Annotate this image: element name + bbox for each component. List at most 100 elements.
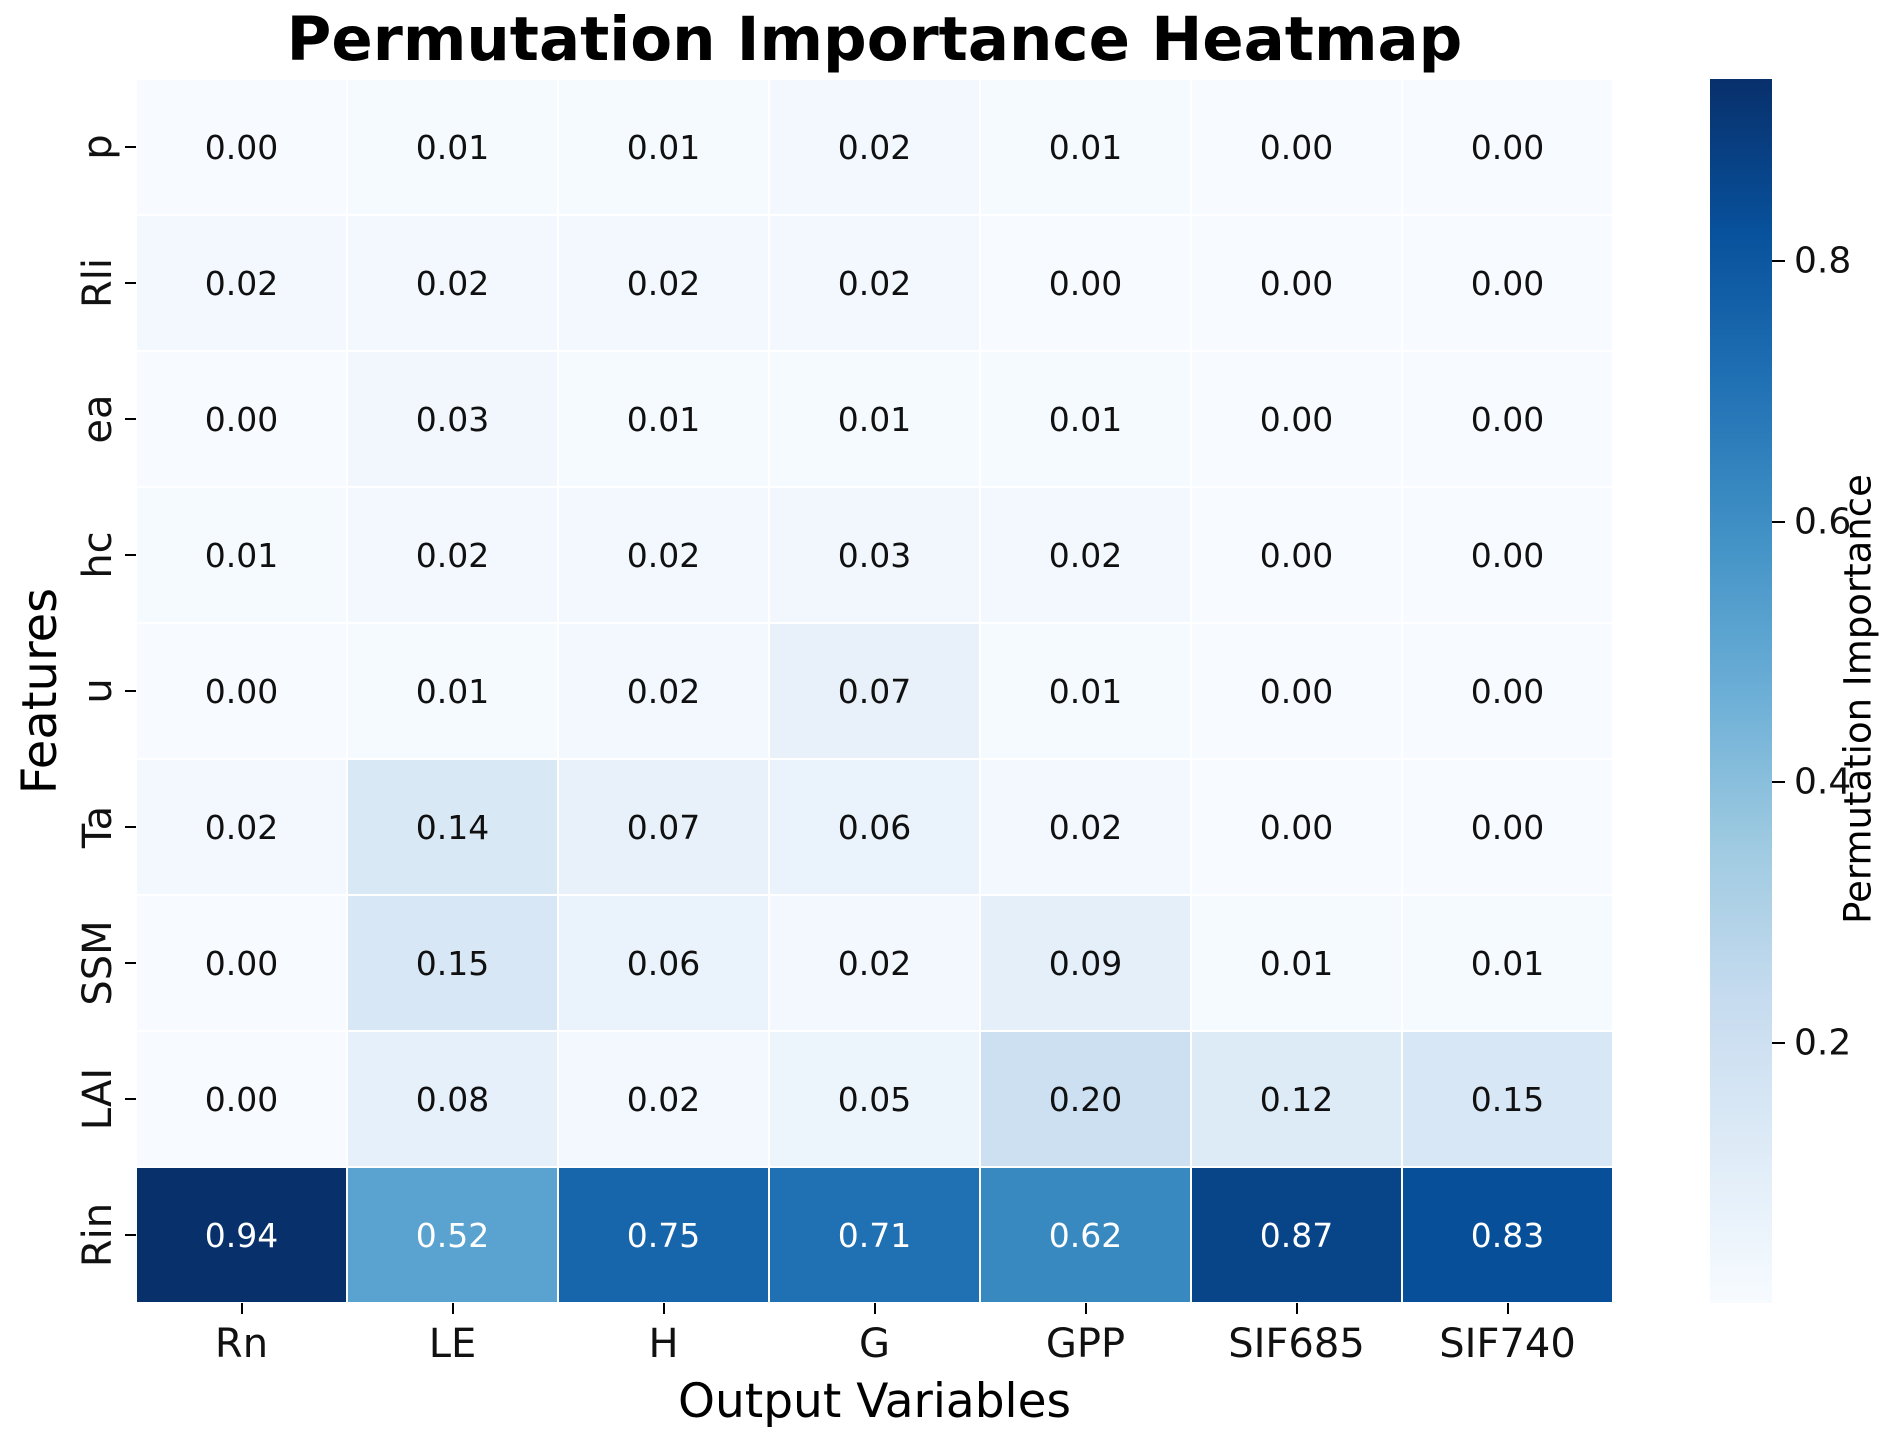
heatmap-cell: 0.02 <box>136 215 347 351</box>
heatmap-cell: 0.02 <box>769 79 980 215</box>
heatmap-cell: 0.06 <box>769 759 980 895</box>
heatmap-cell: 0.03 <box>347 351 558 487</box>
heatmap-cell: 0.00 <box>1191 623 1402 759</box>
y-tick-label: Rin <box>75 1202 121 1268</box>
y-axis-label: Features <box>12 587 68 795</box>
x-tick-mark <box>662 1303 665 1314</box>
colorbar-tick-label: 0.2 <box>1794 1022 1852 1064</box>
heatmap-cell: 0.00 <box>136 351 347 487</box>
heatmap-cell: 0.20 <box>980 1031 1191 1167</box>
heatmap-cell: 0.83 <box>1402 1167 1613 1303</box>
heatmap-cell: 0.02 <box>980 487 1191 623</box>
colorbar-tick-label: 0.6 <box>1794 501 1852 543</box>
heatmap-cell: 0.00 <box>136 79 347 215</box>
colorbar-tick-mark <box>1772 260 1785 263</box>
heatmap-cell: 0.62 <box>980 1167 1191 1303</box>
y-tick-mark <box>125 690 136 692</box>
colorbar-tick-mark <box>1772 1041 1785 1044</box>
heatmap-cell: 0.12 <box>1191 1031 1402 1167</box>
heatmap-cell: 0.00 <box>1402 759 1613 895</box>
y-tick-mark <box>125 554 136 556</box>
y-tick-mark <box>125 1234 136 1236</box>
heatmap-cell: 0.01 <box>1402 895 1613 1031</box>
heatmap-cell: 0.00 <box>1191 215 1402 351</box>
heatmap-cell: 0.01 <box>980 79 1191 215</box>
colorbar-tick-mark <box>1772 781 1785 784</box>
x-axis-label: Output Variables <box>678 1374 1071 1429</box>
y-tick-label: p <box>75 134 121 160</box>
x-tick-mark <box>873 1303 876 1314</box>
colorbar-tick-label: 0.8 <box>1794 240 1852 282</box>
heatmap-cell: 0.06 <box>558 895 769 1031</box>
heatmap-cell: 0.08 <box>347 1031 558 1167</box>
heatmap-cell: 0.52 <box>347 1167 558 1303</box>
x-tick-label: SIF685 <box>1228 1321 1365 1367</box>
x-tick-mark <box>1084 1303 1087 1314</box>
y-tick-mark <box>125 962 136 964</box>
heatmap-cell: 0.00 <box>1402 215 1613 351</box>
x-tick-label: G <box>859 1321 890 1367</box>
x-tick-mark <box>240 1303 243 1314</box>
y-tick-mark <box>125 826 136 828</box>
heatmap-cell: 0.00 <box>136 1031 347 1167</box>
heatmap-cell: 0.01 <box>980 351 1191 487</box>
heatmap-cell: 0.00 <box>1402 487 1613 623</box>
heatmap-cell: 0.02 <box>558 1031 769 1167</box>
heatmap-cell: 0.02 <box>769 895 980 1031</box>
heatmap-cell: 0.00 <box>136 895 347 1031</box>
y-tick-mark <box>125 146 136 148</box>
heatmap-cell: 0.02 <box>347 215 558 351</box>
heatmap-cell: 0.00 <box>1191 487 1402 623</box>
heatmap-cell: 0.02 <box>136 759 347 895</box>
heatmap-cell: 0.09 <box>980 895 1191 1031</box>
heatmap-cell: 0.00 <box>1191 79 1402 215</box>
heatmap-cell: 0.02 <box>558 487 769 623</box>
heatmap-cell: 0.01 <box>980 623 1191 759</box>
y-tick-label: SSM <box>75 920 121 1006</box>
y-tick-label: Ta <box>75 805 121 849</box>
heatmap-cell: 0.02 <box>558 623 769 759</box>
heatmap-cell: 0.87 <box>1191 1167 1402 1303</box>
heatmap-cell: 0.71 <box>769 1167 980 1303</box>
colorbar-tick-mark <box>1772 520 1785 523</box>
colorbar-gradient <box>1710 79 1772 1303</box>
colorbar-label: Permutation Importance <box>1836 474 1880 924</box>
heatmap-cell: 0.02 <box>347 487 558 623</box>
heatmap-cell: 0.75 <box>558 1167 769 1303</box>
x-tick-label: Rn <box>214 1321 269 1367</box>
heatmap-cell: 0.15 <box>347 895 558 1031</box>
heatmap-cell: 0.01 <box>558 351 769 487</box>
heatmap-cell: 0.15 <box>1402 1031 1613 1167</box>
heatmap-cell: 0.07 <box>769 623 980 759</box>
y-tick-label: hc <box>75 531 121 579</box>
heatmap-cell: 0.00 <box>1402 79 1613 215</box>
heatmap-cell: 0.14 <box>347 759 558 895</box>
heatmap-cell: 0.03 <box>769 487 980 623</box>
heatmap-cell: 0.01 <box>1191 895 1402 1031</box>
y-tick-label: LAI <box>75 1067 121 1131</box>
x-tick-mark <box>1506 1303 1509 1314</box>
heatmap-cell: 0.02 <box>558 215 769 351</box>
heatmap-cell: 0.01 <box>136 487 347 623</box>
y-tick-mark <box>125 418 136 420</box>
x-tick-mark <box>1295 1303 1298 1314</box>
y-tick-mark <box>125 282 136 284</box>
heatmap-cell: 0.00 <box>1402 623 1613 759</box>
heatmap-cell: 0.00 <box>1402 351 1613 487</box>
x-tick-label: LE <box>428 1321 477 1367</box>
heatmap-cell: 0.01 <box>558 79 769 215</box>
heatmap-cell: 0.94 <box>136 1167 347 1303</box>
heatmap-cell: 0.01 <box>347 623 558 759</box>
y-tick-label: ea <box>75 394 121 444</box>
x-tick-label: H <box>648 1321 679 1367</box>
heatmap-cell: 0.07 <box>558 759 769 895</box>
colorbar-tick-label: 0.4 <box>1794 761 1852 803</box>
heatmap-cell: 0.00 <box>1191 351 1402 487</box>
heatmap-cell: 0.00 <box>980 215 1191 351</box>
x-tick-label: SIF740 <box>1439 1321 1576 1367</box>
heatmap-cell: 0.00 <box>1191 759 1402 895</box>
x-tick-label: GPP <box>1045 1321 1126 1367</box>
heatmap-cell: 0.02 <box>980 759 1191 895</box>
heatmap-cell: 0.02 <box>769 215 980 351</box>
heatmap-cell: 0.01 <box>347 79 558 215</box>
